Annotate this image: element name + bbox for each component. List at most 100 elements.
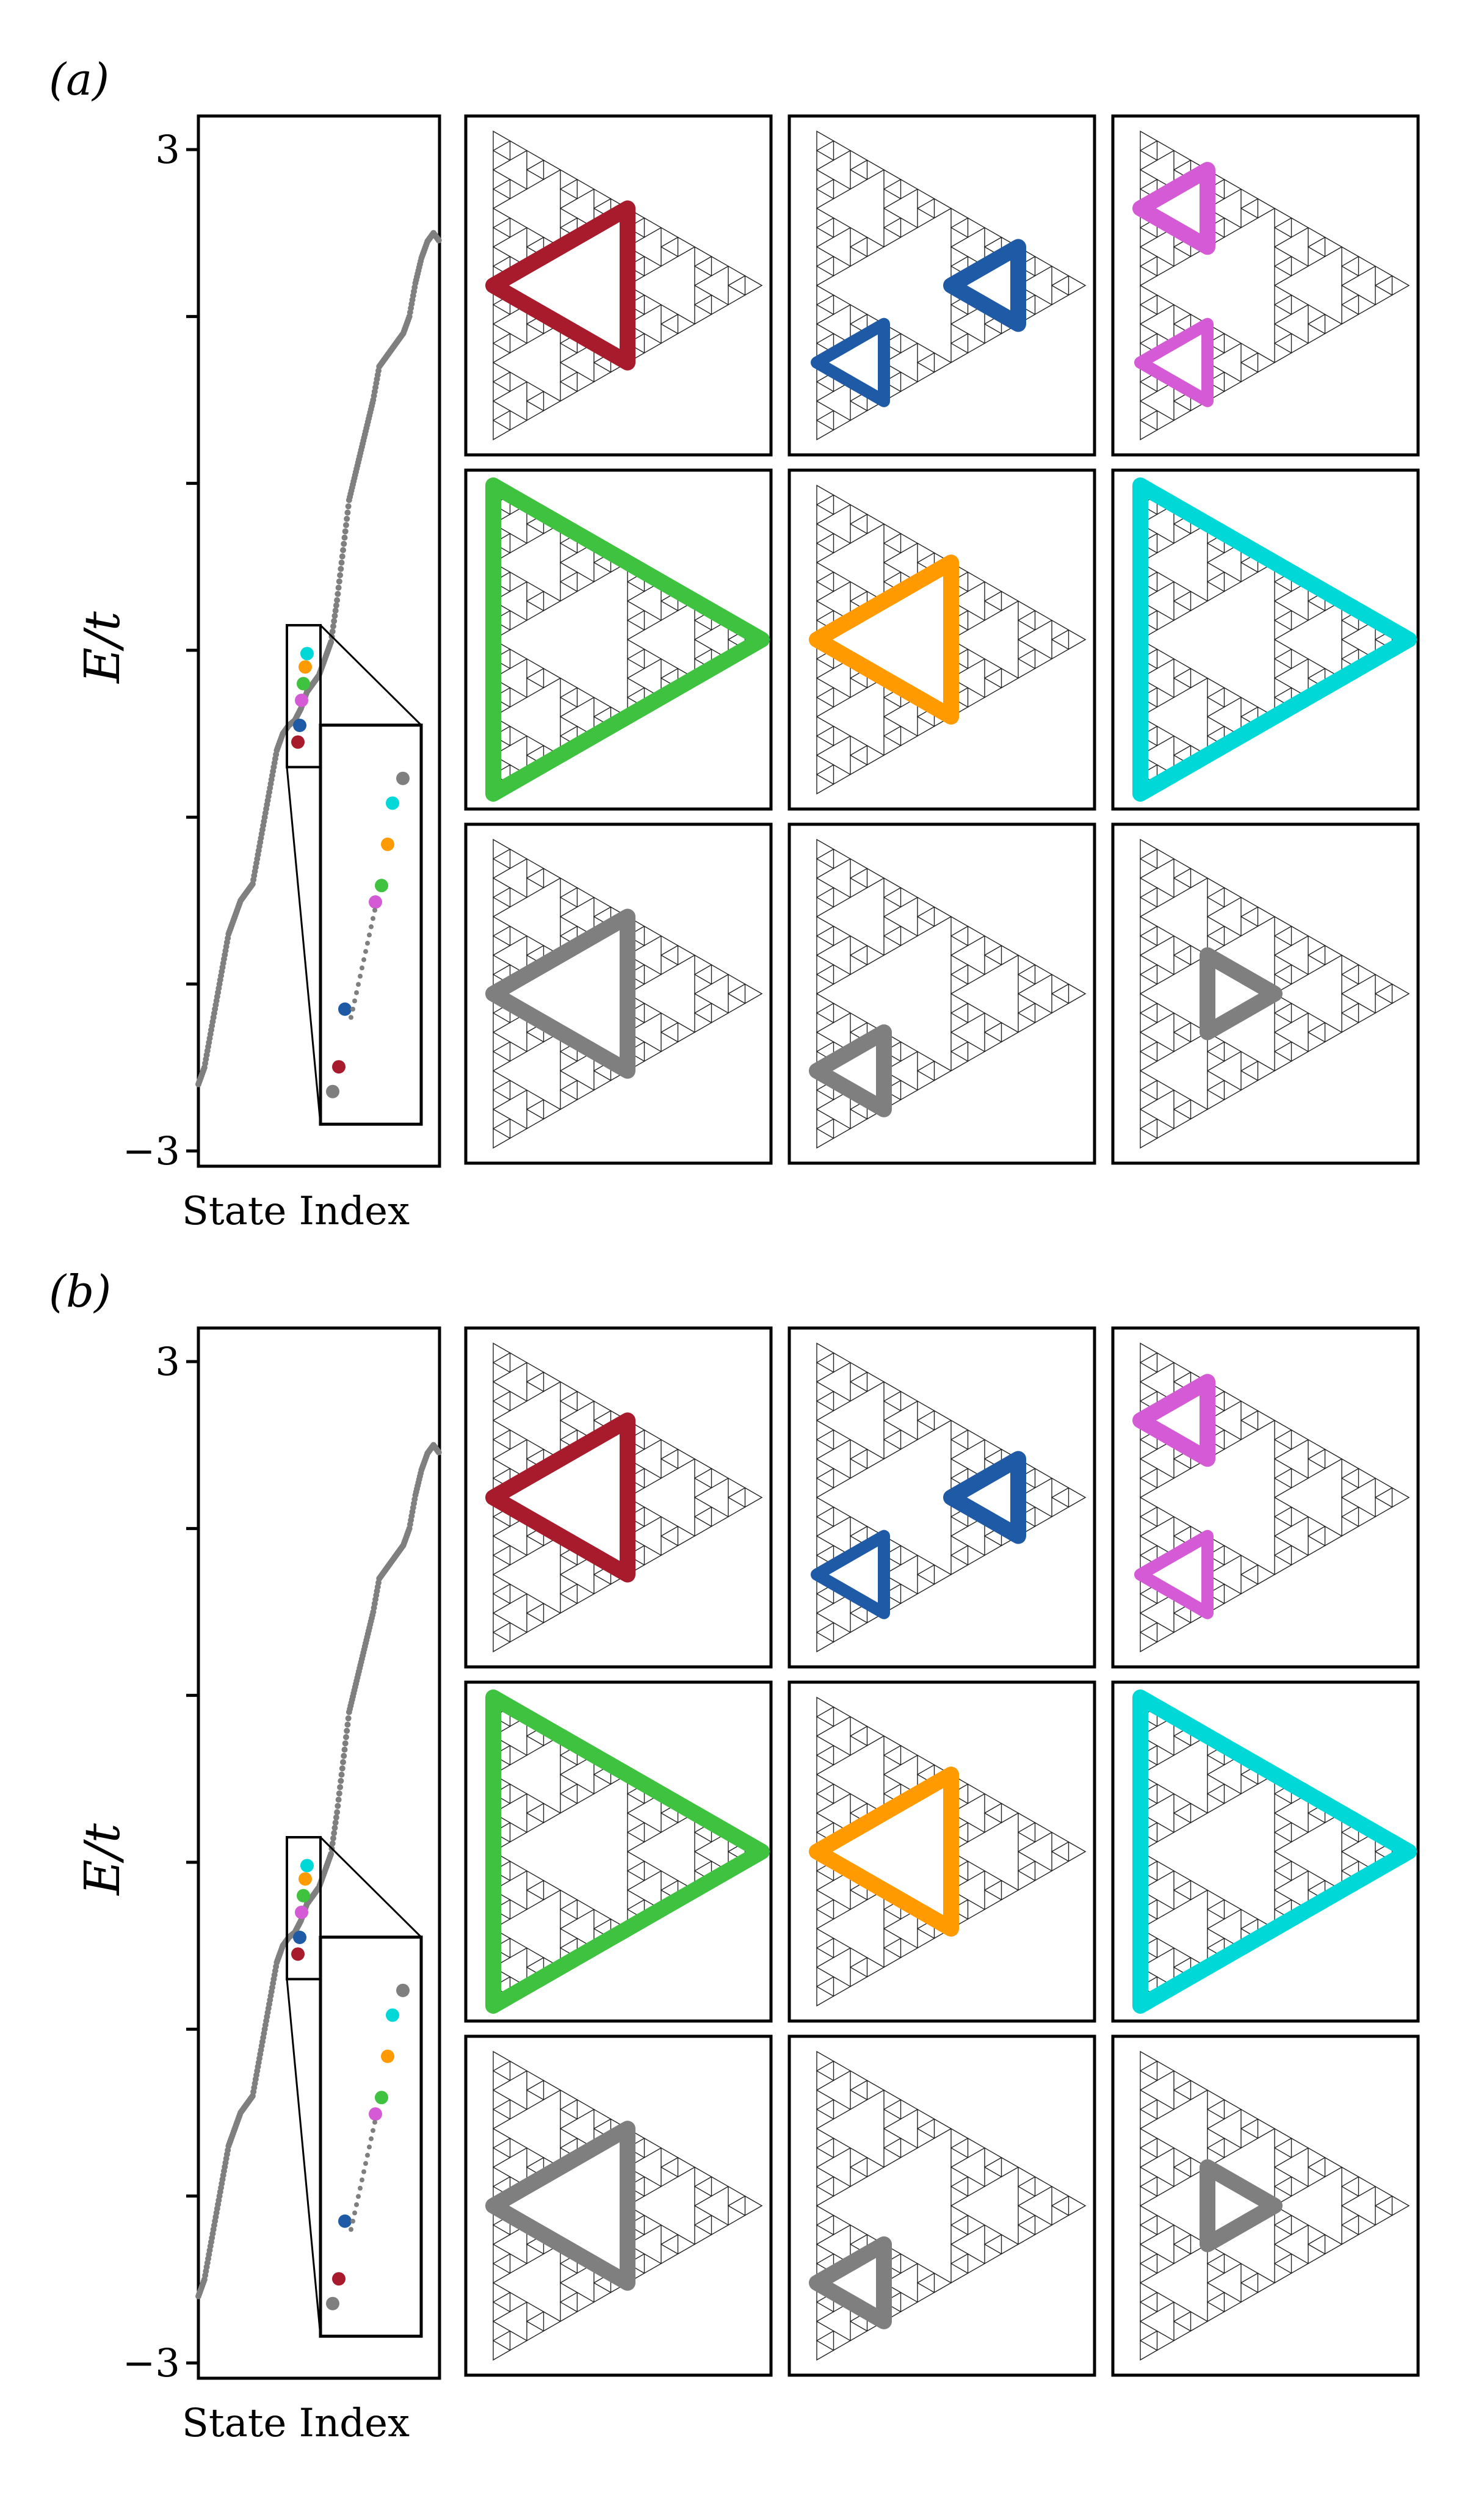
lattice-cell [543,868,562,889]
spectrum-point [336,578,342,585]
wavefunction-cell [1111,1680,1420,2023]
lattice-cell [1223,1390,1242,1412]
lattice [1140,130,1410,441]
lattice-cell [493,2301,511,2323]
lattice-cell [816,858,834,879]
inset-point [372,907,377,913]
lattice-cell [816,1947,834,1969]
lattice-cell [1173,1735,1192,1756]
lattice-cell [900,178,919,200]
lattice-cell [816,754,834,775]
lattice-cell [1207,2301,1225,2323]
lattice-cell [900,2292,919,2313]
lattice-cell [1223,1783,1242,1804]
lattice-cell [543,2080,562,2101]
lattice-cell [493,954,511,976]
lattice-cell [950,1031,969,1053]
lattice-cell [677,1525,696,1547]
inset-point [367,932,372,938]
lattice-cell [728,2205,746,2226]
lattice-cell [560,1889,578,1911]
lattice-cell [816,285,834,306]
wavefunction-amplitude [485,909,635,1079]
y-tick-label: −3 [123,1129,180,1174]
lattice-cell [493,227,511,248]
lattice-cell [1207,2147,1225,2168]
lattice-cell [1173,400,1192,421]
lattice-cell [560,1793,578,1814]
lattice-cell [593,1070,612,1091]
lattice-cell [493,838,511,860]
lattice-cell [526,381,545,402]
lattice-cell [526,2301,545,2323]
lattice-cell [677,236,696,258]
lattice-cell [576,1583,595,1605]
lattice-cell [526,858,545,879]
spectrum-point [333,602,339,609]
lattice-cell [1034,1003,1053,1024]
lattice-cell [560,1573,578,1595]
lattice-cell [526,227,545,248]
lattice-cell [1240,361,1259,383]
lattice-cell [950,2205,969,2226]
lattice-cell [1190,1098,1209,1120]
lattice-cell [816,1108,834,1130]
wavefunction-amplitude [1132,1374,1215,1467]
lattice-cell [1173,858,1192,879]
lattice-cell [1190,1802,1209,1824]
lattice-cell [643,964,662,985]
lattice-cell [1156,887,1175,908]
lattice-cell [493,361,511,383]
lattice-cell [816,1439,834,1460]
lattice-cell [984,658,1002,679]
lattice-cell [1173,2224,1192,2245]
lattice-cell [526,1812,545,1834]
lattice-cell [593,562,612,583]
lattice-cell [1324,236,1343,258]
lattice-cell [1240,188,1259,209]
lattice-cell [543,590,562,612]
lattice-cell [1140,400,1158,421]
lattice-cell [643,2176,662,2197]
lattice-cell [967,217,986,238]
lattice-cell [560,542,578,564]
lattice-cell [850,2166,868,2188]
lattice-cell [560,896,578,918]
spectrum-point [345,1715,352,1722]
lattice-cell [560,2301,578,2323]
inset-point [386,2008,399,2022]
lattice-cell [493,935,511,956]
lattice-cell [1173,246,1192,267]
spectrum-point [335,584,342,591]
lattice-cell [1290,2215,1309,2236]
lattice-cell [661,1535,679,1556]
lattice-cell [950,1535,969,1556]
inset-point [352,998,357,1004]
lattice-cell [1140,1362,1158,1383]
lattice-cell [1051,285,1070,306]
lattice-cell [560,2089,578,2110]
lattice-cell [1207,562,1225,583]
lattice-cell [1140,2185,1158,2207]
lattice-cell [1173,581,1192,602]
spectrum-point [344,509,351,516]
lattice-cell [493,342,511,363]
lattice-cell [509,410,528,431]
lattice-cell [526,735,545,757]
lattice-cell [816,208,834,229]
lattice-cell [900,217,919,238]
lattice-cell [493,381,511,402]
x-axis-label-b: State Index [182,2401,410,2446]
lattice-cell [1341,954,1359,976]
lattice-cell [1308,303,1326,325]
spectrum-point [330,623,336,630]
wavefunction-cell [1111,114,1420,457]
lattice-cell [1274,246,1292,267]
lattice-cell [1308,1439,1326,1460]
lattice-cell [883,735,902,757]
inset-point [356,2194,361,2199]
lattice-cell [967,1545,986,1566]
lattice-cell [493,1535,511,1556]
lattice-cell [1140,2282,1158,2303]
lattice-cell [576,687,595,708]
